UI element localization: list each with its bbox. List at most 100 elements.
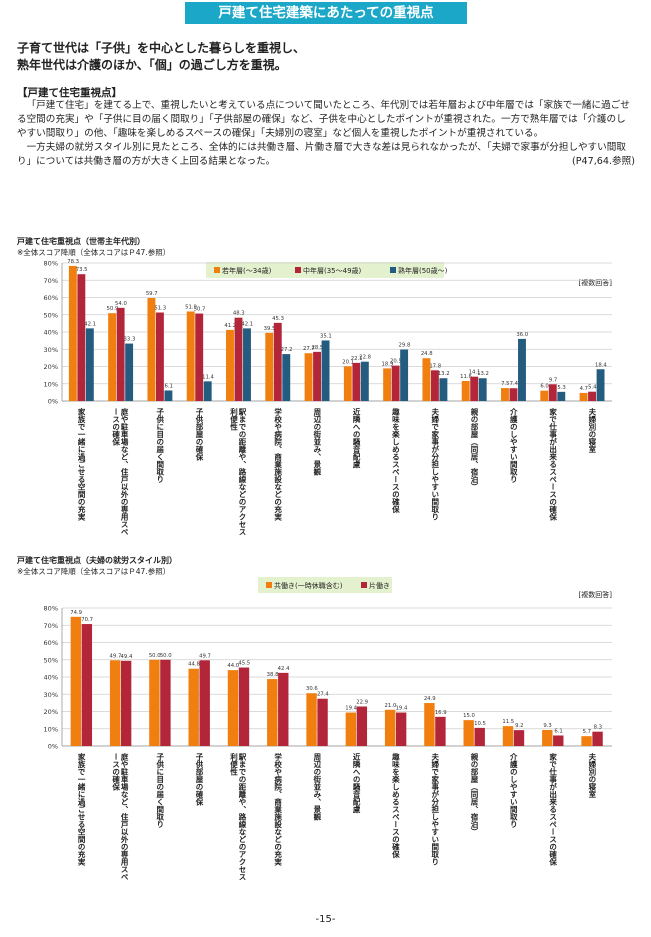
category-label: ースの確保 — [111, 753, 120, 792]
legend-box — [206, 262, 444, 278]
category-label: 子供に目の届く間取り — [155, 753, 164, 829]
data-label: 6.0 — [540, 384, 549, 390]
data-label: 17.8 — [429, 363, 441, 369]
bar — [243, 328, 251, 401]
data-label: 22.9 — [356, 699, 368, 705]
legend-label-0: 共働き(一時休職含む) — [274, 581, 343, 590]
data-label: 20.1 — [342, 359, 354, 365]
y-tick-label: 40% — [44, 329, 58, 337]
category-label: 子供に目の届く間取り — [155, 408, 164, 484]
data-label: 50.7 — [194, 307, 206, 313]
paragraph-1: 「戸建て住宅」を建てる上で、重視したいと考えている点について聞いたところ、年代別… — [17, 100, 630, 139]
data-label: 44.8 — [188, 662, 200, 668]
data-label: 51.3 — [154, 306, 166, 312]
legend-label-0: 若年層(〜34歳) — [222, 266, 272, 275]
data-label: 49.7 — [199, 653, 211, 659]
data-label: 51.9 — [185, 304, 197, 310]
category-label: 趣味を楽しめるスペースの確保 — [391, 752, 400, 860]
bar — [461, 380, 470, 401]
body-text: 「戸建て住宅」を建てる上で、重視したいと考えている点について聞いたところ、年代別… — [17, 99, 635, 169]
y-tick-label: 80% — [44, 605, 58, 613]
bar — [164, 390, 173, 401]
bar — [234, 317, 243, 401]
headline-line-1: 子育て世代は「子供」を中心とした暮らしを重視し、 — [17, 41, 306, 55]
category-label: 子供部屋の確保 — [195, 408, 204, 462]
y-tick-label: 60% — [44, 639, 58, 647]
category-label: 学校や病院、商業施設などの充実 — [273, 407, 282, 522]
bar — [109, 660, 121, 746]
section-title: 【戸建て住宅重視点】 — [17, 87, 122, 99]
legend-label-1: 中年層(35〜49歳) — [303, 266, 362, 275]
page-reference: (P47,64.参照) — [572, 156, 635, 167]
category-label: 介護のしやすい間取り — [509, 407, 518, 484]
data-label: 19.4 — [396, 706, 408, 712]
category-label: 夫婦別の寝室 — [588, 407, 597, 455]
category-label: 家族で一緒に過ごせる空間の充実 — [77, 752, 86, 867]
data-label: 9.7 — [549, 377, 557, 383]
bar — [435, 716, 446, 746]
chart-2-title: 戸建て住宅重視点（夫婦の就労スタイル別） — [17, 556, 177, 565]
bar — [470, 376, 479, 401]
category-label: 近隣への騒音配慮 — [352, 407, 361, 470]
data-label: 8.3 — [594, 725, 602, 731]
bar — [313, 351, 322, 401]
category-label: 近隣への騒音配慮 — [352, 752, 361, 815]
bar — [395, 712, 407, 746]
bar — [513, 730, 525, 746]
bar — [265, 332, 274, 401]
data-label: 11.6 — [460, 374, 472, 380]
data-label: 18.4 — [595, 362, 607, 368]
bar — [540, 390, 549, 401]
bar — [203, 381, 212, 401]
bar — [186, 311, 195, 401]
category-label: 夫婦別の寝室 — [588, 752, 597, 800]
bar — [501, 388, 509, 401]
data-label: 28.5 — [311, 345, 323, 351]
category-label: 夫婦で家事が分担しやすい間取り — [430, 752, 439, 866]
bar — [579, 392, 588, 401]
data-label: 14.1 — [469, 370, 481, 376]
category-label: 夫婦で家事が分担しやすい間取り — [430, 407, 439, 521]
bar — [474, 727, 485, 746]
bar — [304, 353, 313, 401]
data-label: 42.1 — [241, 321, 253, 327]
bar — [553, 735, 564, 746]
data-label: 42.4 — [278, 666, 290, 672]
data-label: 18.9 — [382, 361, 394, 367]
chart-1-title: 戸建て住宅重視点（世帯主年代別） — [17, 237, 145, 246]
data-label: 10.5 — [474, 721, 486, 727]
data-label: 50.0 — [160, 653, 172, 659]
data-label: 5.4 — [588, 385, 597, 391]
bar — [343, 366, 352, 401]
page-banner: 戸建て住宅建築にあたっての重視点 — [185, 2, 467, 24]
bar — [77, 274, 86, 401]
legend-swatch-0 — [266, 582, 272, 588]
data-label: 21.0 — [385, 703, 397, 709]
bar — [509, 388, 518, 401]
y-tick-label: 0% — [48, 743, 58, 751]
data-label: 30.6 — [306, 686, 318, 692]
category-label: 趣味を楽しめるスペースの確保 — [391, 407, 400, 515]
headline-line-2: 熟年世代は介護のほか、「個」の過ごし方を重視。 — [17, 58, 287, 72]
data-label: 19.4 — [345, 706, 357, 712]
y-tick-label: 0% — [48, 398, 58, 406]
y-tick-label: 60% — [44, 294, 58, 302]
data-label: 27.2 — [281, 347, 293, 353]
data-label: 41.2 — [224, 323, 236, 329]
bar — [356, 706, 368, 746]
data-label: 27.7 — [303, 346, 315, 352]
bar — [383, 368, 392, 401]
legend-box — [258, 577, 392, 593]
bar — [542, 729, 553, 746]
legend-swatch-0 — [214, 267, 220, 273]
data-label: 45.3 — [272, 316, 284, 322]
bar — [306, 693, 317, 746]
data-label: 45.5 — [238, 661, 250, 667]
data-label: 73.5 — [76, 267, 88, 273]
bar — [588, 391, 597, 401]
y-tick-label: 50% — [44, 311, 58, 319]
y-tick-label: 30% — [44, 691, 58, 699]
bar — [548, 384, 557, 401]
data-label: 74.9 — [70, 610, 82, 616]
bar — [227, 670, 239, 746]
